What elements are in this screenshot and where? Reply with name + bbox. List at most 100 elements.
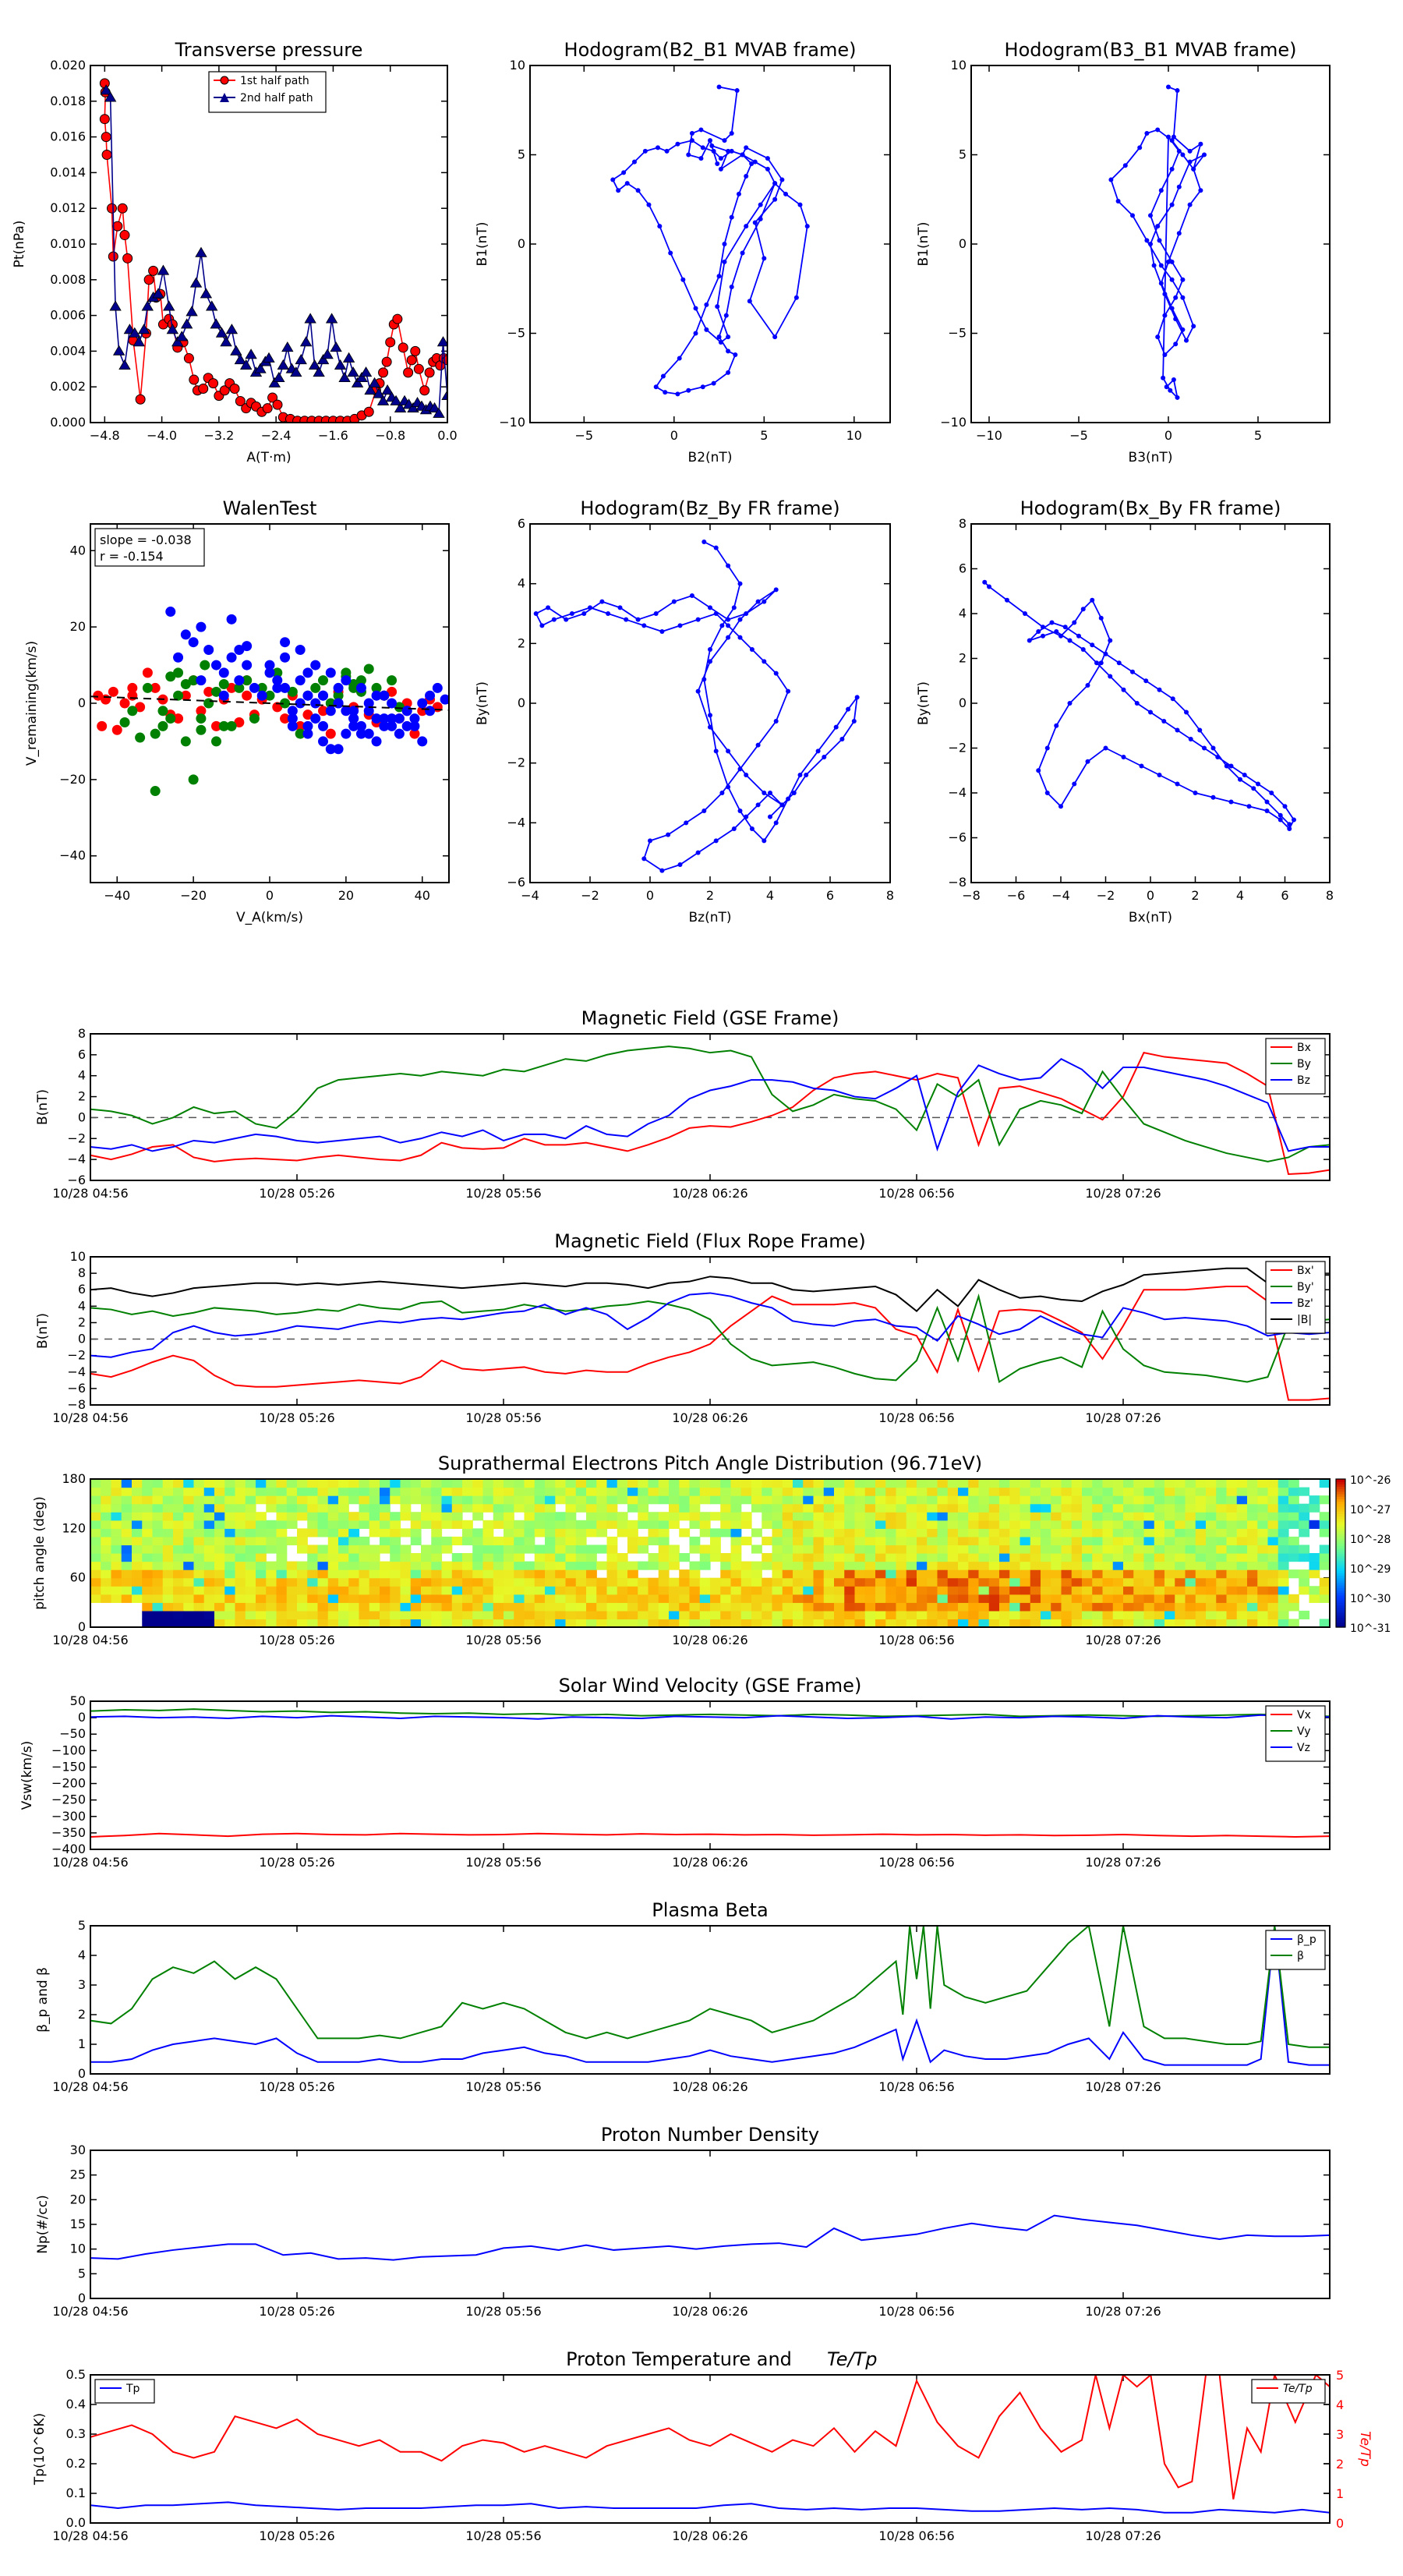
data-point: [1198, 188, 1203, 193]
series-1: [90, 1046, 1330, 1162]
heatmap-cell: [132, 1503, 143, 1513]
heatmap-cell: [142, 1577, 154, 1587]
data-point: [348, 713, 359, 724]
chart-bfr: 10/28 04:56 10/28 05:26 10/28 05:56 10/28 0…: [35, 1230, 1331, 1425]
heatmap-cell: [369, 1487, 380, 1496]
heatmap-cell: [782, 1586, 793, 1595]
data-point: [752, 159, 758, 165]
heatmap-cell: [90, 1528, 101, 1537]
heatmap-cell: [988, 1528, 1000, 1537]
data-point: [680, 277, 686, 282]
heatmap-cell: [1278, 1528, 1289, 1537]
heatmap-cell: [1123, 1577, 1134, 1587]
data-point: [433, 407, 445, 418]
heatmap-cell: [793, 1569, 804, 1579]
data-point: [333, 744, 344, 755]
heatmap-cell: [224, 1586, 236, 1595]
heatmap-cell: [958, 1586, 969, 1595]
heatmap-cell: [1123, 1495, 1134, 1505]
colorbar-segment: [1336, 1600, 1345, 1603]
data-point: [99, 114, 110, 125]
colorbar-segment: [1336, 1530, 1345, 1534]
heatmap-cell: [906, 1503, 917, 1513]
y-tick-label: −150: [51, 1759, 86, 1774]
data-point: [226, 682, 237, 693]
heatmap-cell: [359, 1536, 370, 1546]
plot-area: [90, 1926, 1330, 2074]
y-axis-label: Vsw(km/s): [19, 1741, 35, 1810]
heatmap-cell: [1257, 1602, 1269, 1612]
heatmap-cell: [431, 1487, 443, 1496]
heatmap-cell: [1082, 1520, 1093, 1529]
y-tick-label: −6: [948, 830, 967, 845]
heatmap-cell: [214, 1610, 225, 1620]
heatmap-cell: [927, 1512, 938, 1521]
heatmap-cell: [1020, 1586, 1031, 1595]
heatmap-cell: [1082, 1577, 1093, 1587]
heatmap-cell: [482, 1520, 494, 1529]
heatmap-cell: [1164, 1569, 1175, 1579]
heatmap-cell: [482, 1602, 494, 1612]
data-point: [744, 145, 749, 150]
data-point: [157, 706, 168, 717]
heatmap-cell: [1185, 1536, 1196, 1546]
data-point: [1191, 166, 1196, 172]
heatmap-cell: [1206, 1569, 1217, 1579]
data-point: [295, 728, 306, 739]
heatmap-cell: [1020, 1577, 1031, 1587]
y-tick-label: −8: [948, 875, 967, 890]
heatmap-cell: [1175, 1577, 1186, 1587]
heatmap-cell: [1041, 1495, 1051, 1505]
data-point: [1062, 625, 1068, 630]
data-point: [119, 717, 130, 727]
data-point: [726, 635, 731, 640]
heatmap-cell: [689, 1561, 701, 1570]
heatmap-cell: [441, 1586, 453, 1595]
heatmap-cell: [545, 1577, 556, 1587]
colorbar-segment: [1336, 1528, 1345, 1532]
heatmap-cell: [999, 1487, 1010, 1496]
heatmap-cell: [441, 1495, 453, 1505]
heatmap-cell: [545, 1545, 556, 1554]
y-tick-label: 0.1: [66, 2486, 86, 2500]
data-point: [208, 378, 219, 389]
y-tick-label: −40: [59, 848, 86, 863]
heatmap-cell: [988, 1569, 1000, 1579]
data-point: [1005, 597, 1009, 603]
heatmap-cell: [307, 1577, 319, 1587]
heatmap-cell: [813, 1610, 825, 1620]
heatmap-cell: [1020, 1503, 1031, 1513]
data-point: [200, 660, 210, 671]
heatmap-cell: [762, 1479, 773, 1488]
heatmap-cell: [224, 1569, 236, 1579]
heatmap-cell: [462, 1528, 473, 1537]
heatmap-cell: [1009, 1512, 1021, 1521]
heatmap-cell: [493, 1586, 504, 1595]
heatmap-cell: [947, 1586, 959, 1595]
heatmap-cell: [555, 1594, 567, 1603]
heatmap-cell: [493, 1577, 504, 1587]
heatmap-cell: [431, 1619, 443, 1628]
data-point: [152, 288, 164, 299]
heatmap-cell: [451, 1569, 463, 1579]
heatmap-cell: [1164, 1520, 1175, 1529]
heatmap-cell: [1247, 1553, 1258, 1562]
heatmap-cell: [1071, 1512, 1083, 1521]
heatmap-cell: [338, 1594, 349, 1603]
heatmap-cell: [193, 1487, 205, 1496]
data-point: [737, 617, 743, 622]
heatmap-cell: [617, 1569, 628, 1579]
heatmap-cell: [1288, 1594, 1299, 1603]
heatmap-cell: [1041, 1594, 1051, 1603]
heatmap-cell: [142, 1569, 154, 1579]
chart-np: 10/28 04:56 10/28 05:26 10/28 05:56 10/28 0…: [35, 2124, 1331, 2319]
data-point: [273, 371, 285, 383]
y-axis-label: B1(nT): [475, 222, 490, 267]
heatmap-cell: [1267, 1487, 1279, 1496]
x-tick-label: 10/28 05:56: [465, 1410, 541, 1425]
x-tick-label: −4.8: [90, 428, 120, 443]
heatmap-cell: [162, 1545, 174, 1554]
heatmap-cell: [565, 1553, 577, 1562]
heatmap-cell: [256, 1487, 267, 1496]
